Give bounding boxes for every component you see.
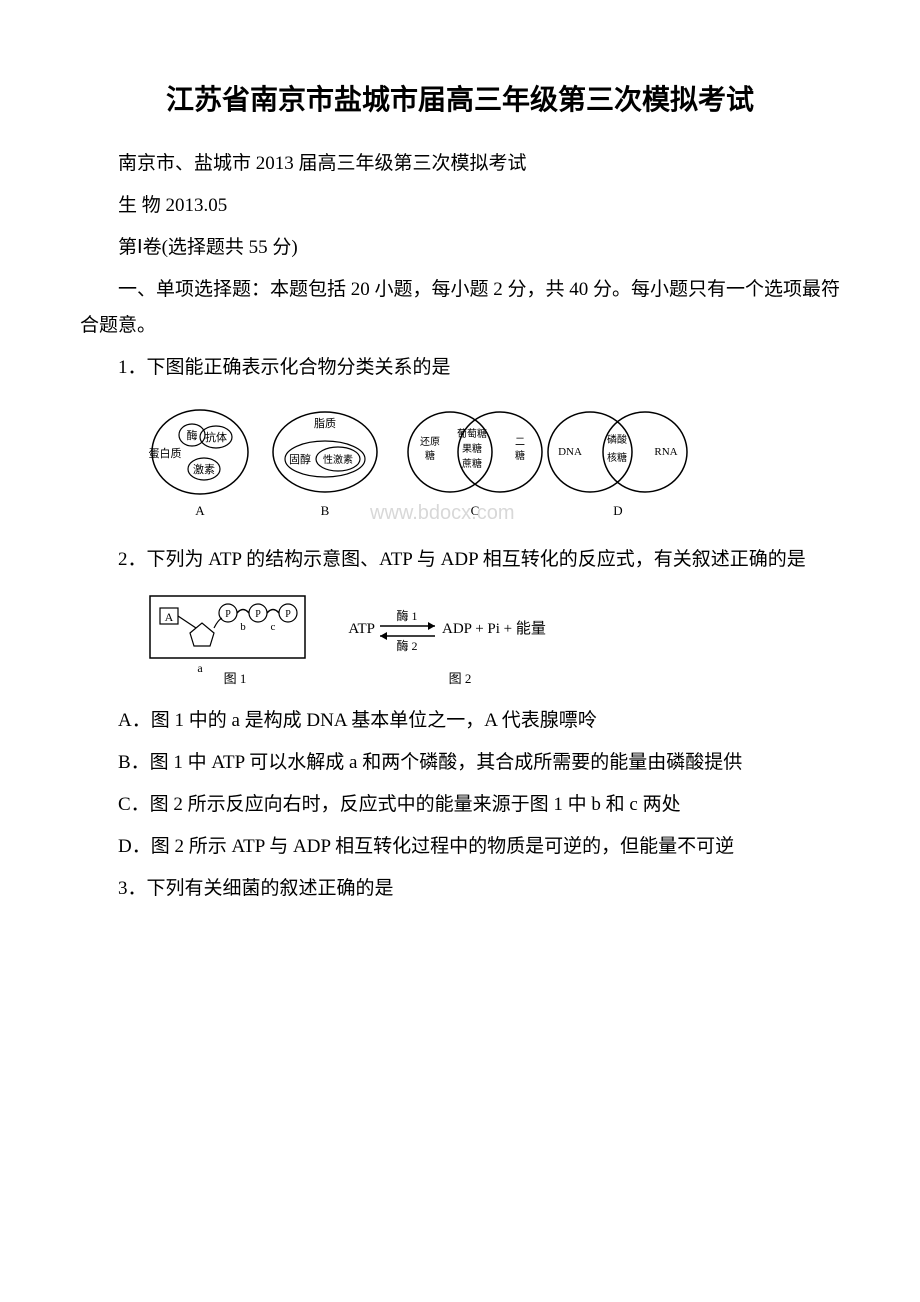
venn-b-chain-0: 固醇 bbox=[289, 452, 311, 466]
venn-c-item-0: 葡萄糖 bbox=[457, 427, 487, 440]
fig2-bond-b: b bbox=[240, 621, 246, 633]
section-instruction: 一、单项选择题：本题包括 20 小题，每小题 2 分，共 40 分。每小题只有一… bbox=[80, 272, 840, 344]
venn-b-group: 脂质 固醇 性激素 B bbox=[273, 412, 377, 518]
venn-c-item-2: 蔗糖 bbox=[462, 457, 482, 470]
question-3: 3．下列有关细菌的叙述正确的是 bbox=[80, 871, 840, 907]
fig2-p-0: P bbox=[225, 609, 231, 620]
fig2-right: ATP 酶 1 酶 2 ADP + Pi + 能量 图 2 bbox=[348, 608, 546, 686]
subject-line: 生 物 2013.05 bbox=[80, 188, 840, 224]
venn-c-right-2: 糖 bbox=[515, 449, 525, 462]
fig2-box-label: A bbox=[165, 610, 174, 624]
figure-2-container: A P P P b c a 图 1 ATP 酶 1 bbox=[140, 588, 840, 693]
fig2-bond-c: c bbox=[271, 621, 276, 633]
fig2-left-caption: 图 1 bbox=[224, 671, 247, 686]
venn-d-caption: D bbox=[613, 503, 622, 518]
venn-c-item-1: 果糖 bbox=[462, 442, 482, 455]
fig2-left: A P P P b c a 图 1 bbox=[150, 596, 305, 686]
section-header: 第Ⅰ卷(选择题共 55 分) bbox=[80, 230, 840, 266]
venn-a-caption: A bbox=[195, 503, 205, 518]
venn-b-caption: B bbox=[321, 503, 330, 518]
q2-option-c: C．图 2 所示反应向右时，反应式中的能量来源于图 1 中 b 和 c 两处 bbox=[80, 787, 840, 823]
q2-option-d: D．图 2 所示 ATP 与 ADP 相互转化过程中的物质是可逆的，但能量不可逆 bbox=[80, 829, 840, 865]
fig2-right-caption: 图 2 bbox=[449, 671, 472, 686]
figure-1-container: 酶 抗体 激素 蛋白质 A 脂质 固醇 性激素 B 还原 糖 葡萄糖 果糖 蔗糖 bbox=[140, 397, 840, 532]
venn-a-outer: 蛋白质 bbox=[149, 446, 182, 460]
venn-d-mid-1: 核糖 bbox=[607, 451, 627, 464]
venn-a-item-1: 抗体 bbox=[205, 430, 227, 444]
venn-d-right: RNA bbox=[654, 446, 677, 458]
venn-a-group: 酶 抗体 激素 蛋白质 A bbox=[149, 410, 249, 518]
venn-d-mid-0: 磷酸 bbox=[607, 433, 627, 446]
figure-1-svg: 酶 抗体 激素 蛋白质 A 脂质 固醇 性激素 B 还原 糖 葡萄糖 果糖 蔗糖 bbox=[140, 397, 700, 527]
venn-d-group: DNA 磷酸 核糖 RNA D bbox=[548, 412, 687, 518]
question-1: 1．下图能正确表示化合物分类关系的是 bbox=[80, 350, 840, 386]
fig2-eq-left: ATP bbox=[348, 621, 375, 637]
watermark-text: www.bdocx.com bbox=[369, 502, 515, 524]
fig2-eq-right: ADP + Pi + 能量 bbox=[442, 620, 546, 637]
fig2-bottom-a: a bbox=[197, 661, 203, 675]
fig2-p-2: P bbox=[285, 609, 291, 620]
venn-d-left: DNA bbox=[558, 446, 582, 458]
fig2-arrow-top: 酶 1 bbox=[396, 608, 417, 623]
venn-c-left-label-2: 糖 bbox=[425, 449, 435, 462]
q2-option-b: B．图 1 中 ATP 可以水解成 a 和两个磷酸，其合成所需要的能量由磷酸提供 bbox=[80, 745, 840, 781]
figure-2-svg: A P P P b c a 图 1 ATP 酶 1 bbox=[140, 588, 580, 688]
venn-c-right-1: 二 bbox=[515, 437, 525, 448]
question-2: 2．下列为 ATP 的结构示意图、ATP 与 ADP 相互转化的反应式，有关叙述… bbox=[80, 542, 840, 578]
venn-c-left-label-1: 还原 bbox=[420, 436, 440, 448]
venn-b-outer: 脂质 bbox=[314, 416, 336, 430]
subtitle: 南京市、盐城市 2013 届高三年级第三次模拟考试 bbox=[80, 146, 840, 182]
venn-a-item-0: 酶 bbox=[187, 429, 198, 442]
fig2-p-1: P bbox=[255, 609, 261, 620]
venn-b-chain-1: 性激素 bbox=[323, 453, 353, 466]
page-title: 江苏省南京市盐城市届高三年级第三次模拟考试 bbox=[80, 80, 840, 122]
fig2-arrow-bottom: 酶 2 bbox=[396, 638, 417, 653]
venn-a-item-2: 激素 bbox=[193, 462, 215, 476]
q2-option-a: A．图 1 中的 a 是构成 DNA 基本单位之一，A 代表腺嘌呤 bbox=[80, 703, 840, 739]
